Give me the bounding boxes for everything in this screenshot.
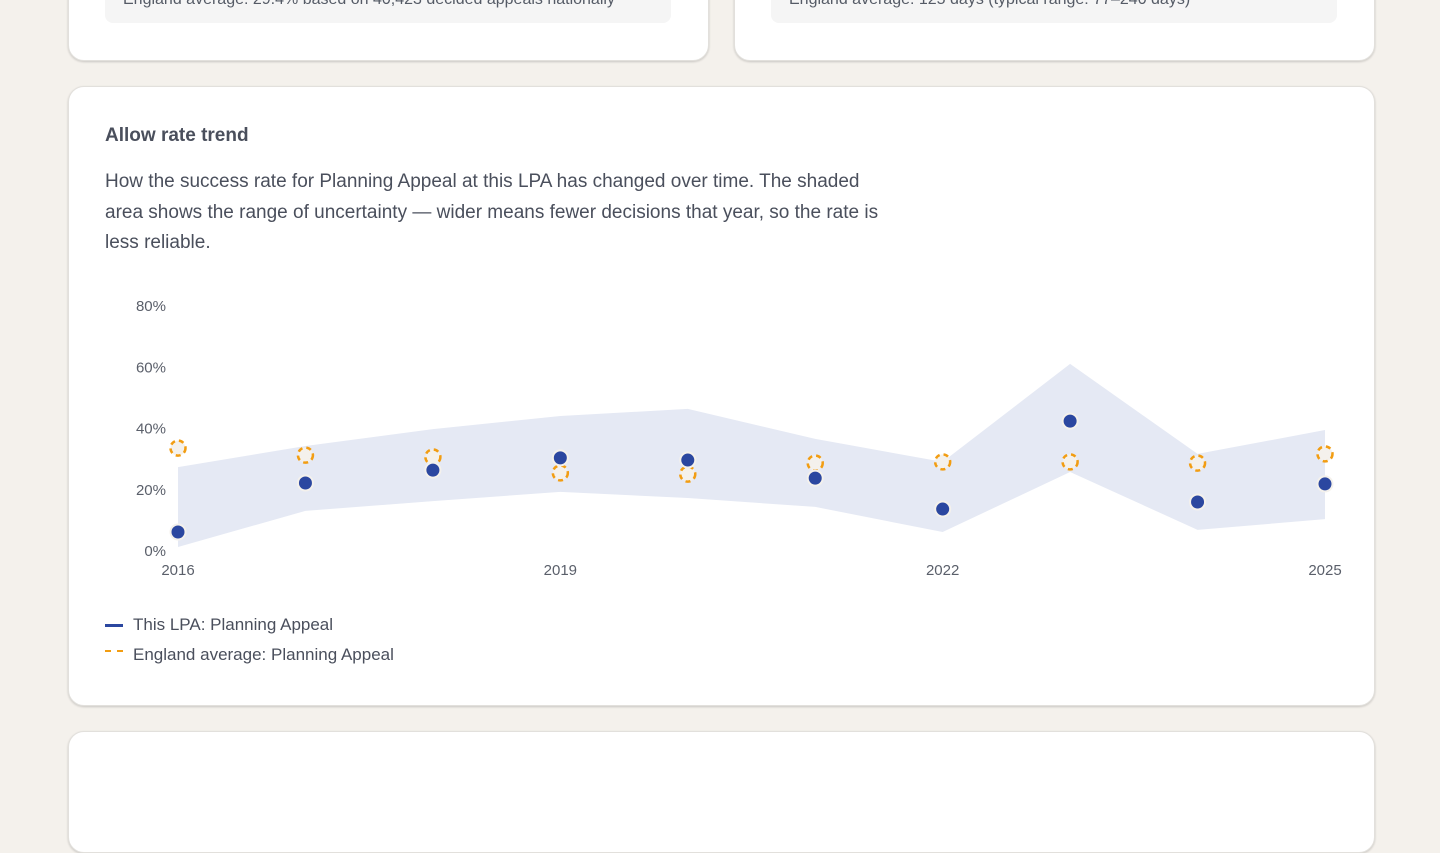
x-tick-label: 2022: [926, 562, 959, 579]
legend-line-dashed-icon: [105, 650, 123, 652]
legend-item-england: England average: Planning Appeal: [105, 645, 394, 665]
allow-rate-trend-card: Allow rate trend How the success rate fo…: [68, 86, 1375, 706]
legend-label-england: England average: Planning Appeal: [133, 645, 394, 664]
legend-line-solid-icon: [105, 623, 123, 627]
legend-label-lpa: This LPA: Planning Appeal: [133, 615, 334, 634]
lpa-point: [424, 461, 442, 479]
decision-time-summary-card: England average: 125 days (typical range…: [734, 0, 1375, 61]
lpa-point: [169, 523, 187, 541]
lpa-point: [296, 474, 314, 492]
y-tick-label: 80%: [136, 298, 166, 315]
england-average-note: England average: 29.4% based on 40,423 d…: [105, 0, 671, 23]
lpa-point: [551, 449, 569, 467]
lpa-point: [934, 500, 952, 518]
x-tick-label: 2016: [161, 562, 194, 579]
england-average-point: [169, 439, 187, 457]
england-average-point: [1316, 445, 1334, 463]
legend-item-lpa: This LPA: Planning Appeal: [105, 615, 333, 635]
england-average-point: [296, 446, 315, 464]
lpa-point: [1061, 412, 1079, 430]
y-tick-label: 40%: [136, 421, 166, 438]
england-average-point: [933, 453, 952, 471]
lpa-point: [1189, 493, 1207, 511]
lpa-point: [679, 451, 697, 469]
england-average-point: [1188, 454, 1207, 472]
allow-rate-chart: 0% 20% 40% 60% 80% 2016 2019 2022 2025: [136, 298, 1342, 579]
x-tick-label: 2025: [1308, 562, 1341, 579]
allow-rate-summary-card: England average: 29.4% based on 40,423 d…: [68, 0, 709, 61]
y-tick-label: 0%: [144, 543, 166, 560]
y-tick-label: 60%: [136, 359, 166, 376]
england-average-days-note: England average: 125 days (typical range…: [771, 0, 1337, 23]
x-tick-label: 2019: [544, 562, 577, 579]
trend-description: How the success rate for Planning Appeal…: [105, 171, 879, 253]
england-average-point: [679, 465, 697, 483]
y-tick-label: 20%: [136, 482, 166, 499]
next-card: [68, 731, 1375, 853]
uncertainty-band: [178, 363, 1325, 548]
england-average-point: [551, 464, 570, 482]
trend-title: Allow rate trend: [105, 125, 249, 146]
lpa-point: [1316, 475, 1334, 493]
england-average-point: [806, 454, 824, 472]
england-average-point: [1061, 453, 1079, 471]
lpa-point: [806, 469, 824, 487]
